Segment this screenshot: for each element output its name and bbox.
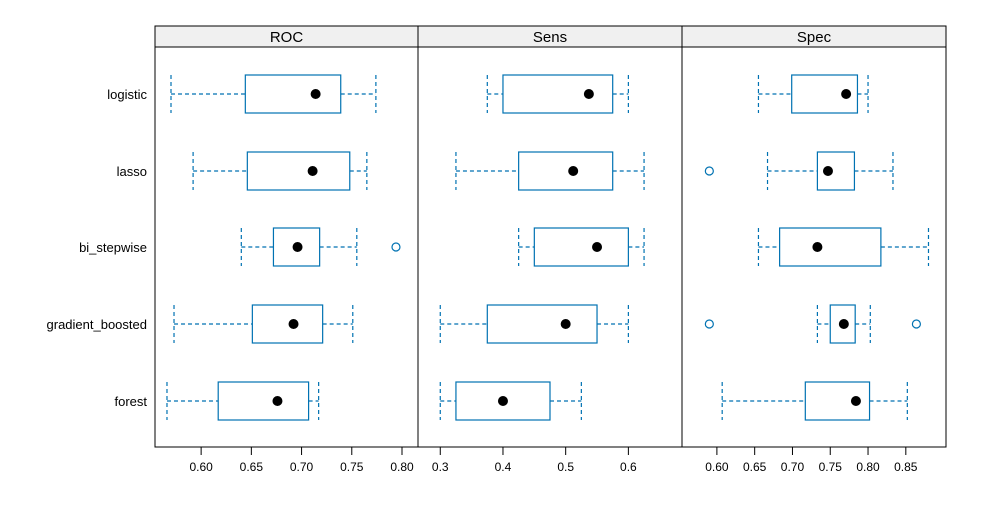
median-dot-Sens-logistic	[583, 89, 594, 99]
category-label-logistic: logistic	[107, 87, 147, 102]
median-dot-Sens-bi_stepwise	[592, 242, 603, 252]
category-label-lasso: lasso	[117, 164, 147, 179]
x-tick-label-Sens-1: 0.4	[495, 460, 512, 474]
category-label-gradient_boosted: gradient_boosted	[47, 317, 147, 332]
box-Spec-lasso	[816, 151, 856, 191]
outlier-Spec-lasso-0	[704, 166, 714, 176]
x-tick-label-Sens-0: 0.3	[432, 460, 449, 474]
median-dot-Spec-forest	[850, 396, 861, 406]
median-dot-Sens-lasso	[568, 166, 579, 176]
median-dot-ROC-forest	[272, 396, 283, 406]
median-dot-Spec-lasso	[822, 166, 833, 176]
x-tick-label-Spec-3: 0.75	[819, 460, 843, 474]
box-ROC-forest	[217, 381, 310, 421]
median-dot-Spec-bi_stepwise	[812, 242, 823, 252]
box-ROC-gradient_boosted	[251, 304, 324, 344]
median-dot-Sens-forest	[497, 396, 508, 406]
x-tick-label-Sens-2: 0.5	[557, 460, 574, 474]
median-dot-Sens-gradient_boosted	[560, 319, 571, 329]
x-tick-label-Spec-5: 0.85	[894, 460, 918, 474]
outlier-Spec-gradient_boosted-0	[704, 319, 714, 329]
box-Sens-logistic	[502, 74, 614, 114]
x-tick-label-ROC-1: 0.65	[240, 460, 264, 474]
box-ROC-logistic	[244, 74, 342, 114]
panel-title-Spec: Spec	[797, 29, 832, 46]
outlier-ROC-bi_stepwise-0	[391, 242, 401, 252]
box-Spec-bi_stepwise	[779, 227, 882, 267]
median-dot-Spec-logistic	[841, 89, 852, 99]
box-ROC-lasso	[246, 151, 351, 191]
median-dot-Spec-gradient_boosted	[838, 319, 849, 329]
x-tick-label-ROC-4: 0.80	[390, 460, 414, 474]
panel-title-ROC: ROC	[270, 29, 304, 46]
median-dot-ROC-lasso	[307, 166, 318, 176]
median-dot-ROC-bi_stepwise	[292, 242, 303, 252]
x-tick-label-Spec-0: 0.60	[705, 460, 729, 474]
x-tick-label-ROC-3: 0.75	[340, 460, 364, 474]
x-tick-label-ROC-0: 0.60	[189, 460, 213, 474]
median-dot-ROC-logistic	[310, 89, 321, 99]
box-Sens-bi_stepwise	[533, 227, 629, 267]
panel-strip-Spec	[681, 25, 947, 48]
median-dot-ROC-gradient_boosted	[288, 319, 299, 329]
x-tick-label-Spec-4: 0.80	[856, 460, 880, 474]
x-tick-label-ROC-2: 0.70	[290, 460, 314, 474]
x-tick-label-Spec-1: 0.65	[743, 460, 767, 474]
box-Sens-gradient_boosted	[486, 304, 598, 344]
outlier-Spec-gradient_boosted-1	[911, 319, 921, 329]
x-tick-label-Sens-3: 0.6	[620, 460, 637, 474]
category-label-bi_stepwise: bi_stepwise	[79, 240, 147, 255]
panel-title-Sens: Sens	[533, 29, 567, 46]
x-tick-label-Spec-2: 0.70	[781, 460, 805, 474]
box-Sens-lasso	[518, 151, 614, 191]
category-label-forest: forest	[114, 394, 147, 409]
